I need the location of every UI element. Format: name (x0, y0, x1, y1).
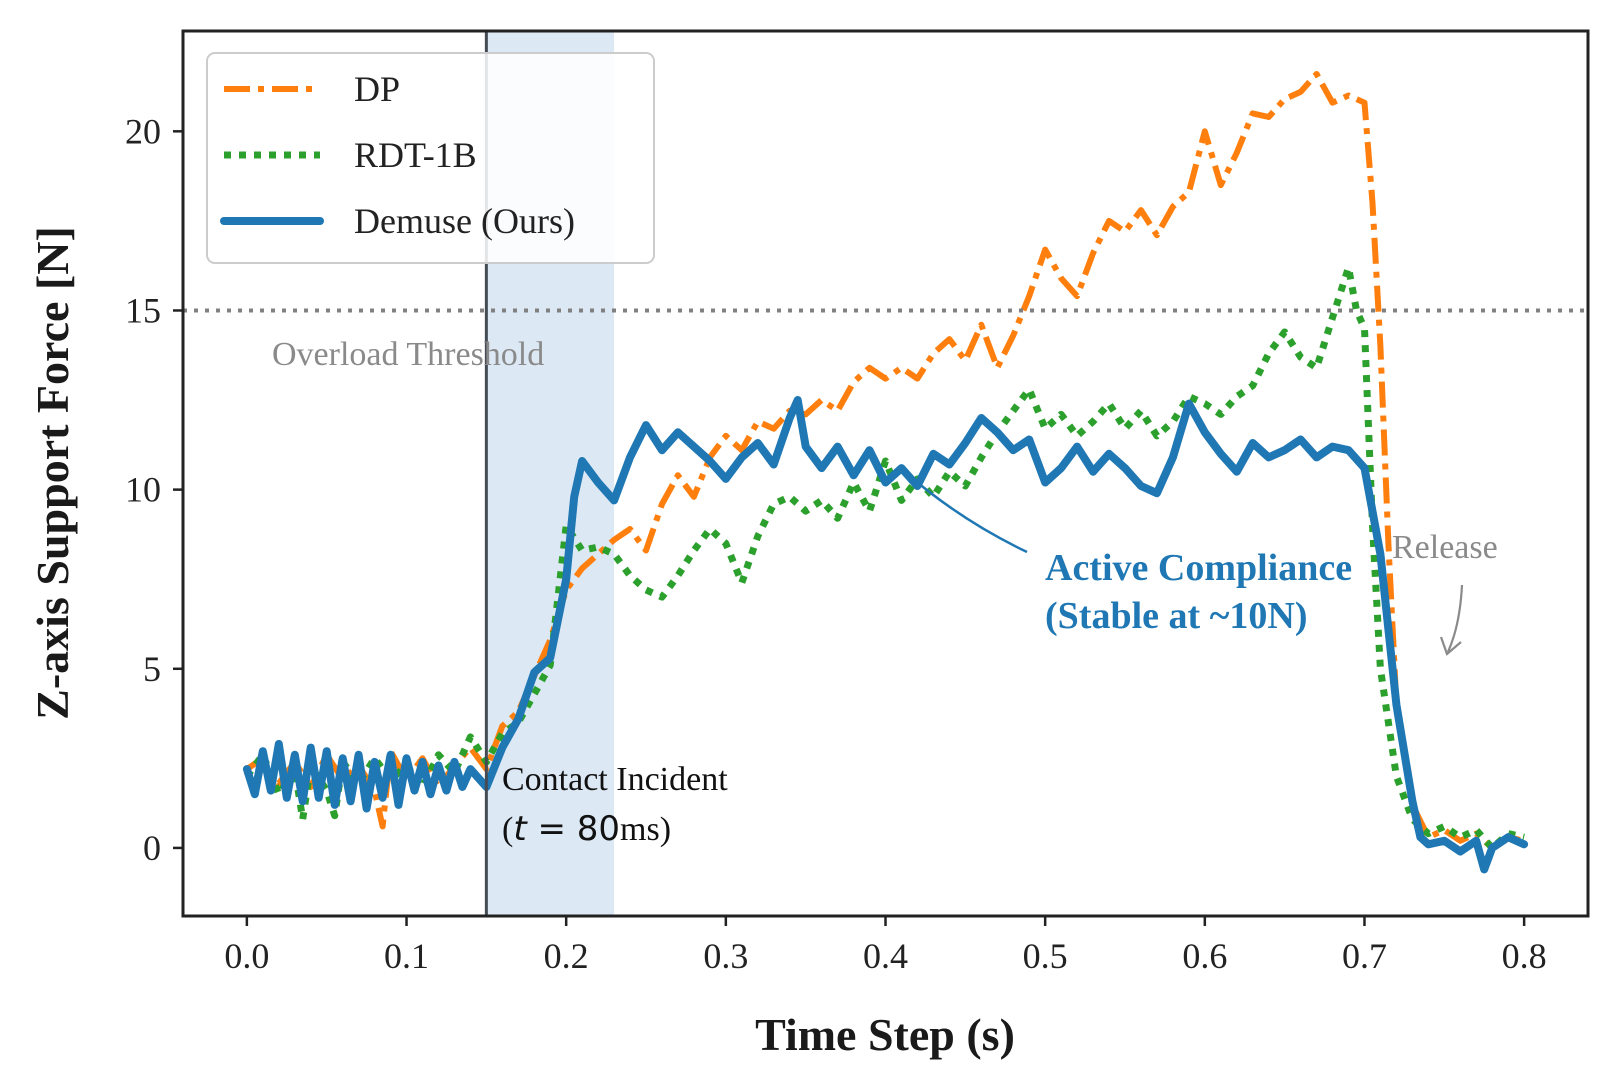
y-tick-label: 20 (125, 111, 161, 151)
x-tick-label: 0.6 (1182, 936, 1227, 976)
compliance-arrow (904, 471, 1028, 554)
legend: DP RDT-1B Demuse (Ours) (206, 52, 655, 264)
x-tick-label: 0.5 (1023, 936, 1068, 976)
series-layer (242, 71, 1529, 874)
x-tick-label: 0.4 (863, 936, 908, 976)
x-tick-label: 0.2 (544, 936, 589, 976)
y-tick-label: 5 (143, 649, 161, 689)
compliance-label-line1: Active Compliance (1045, 547, 1352, 589)
ticks-layer: 0.0 0.1 0.2 0.3 0.4 0.5 0.6 0.7 0.8 0 5 10 15 20 (125, 111, 1547, 976)
legend-label-demuse: Demuse (Ours) (354, 201, 575, 241)
contact-incident-label: Contact Incident (502, 761, 728, 798)
contact-time-label: (t = 80ms) (502, 809, 671, 849)
release-arrowhead (1439, 636, 1462, 656)
series-line-demuse-ours (242, 396, 1529, 874)
legend-label-dp: DP (354, 69, 400, 109)
release-label: Release (1392, 529, 1498, 566)
x-tick-label: 0.8 (1502, 936, 1547, 976)
legend-label-rdt: RDT-1B (354, 135, 477, 175)
x-tick-label: 0.7 (1342, 936, 1387, 976)
compliance-label-line2: (Stable at ~10N) (1045, 595, 1308, 637)
plot-frame (181, 29, 1590, 918)
legend-box (206, 52, 655, 264)
contact-time-value: = 80 (527, 809, 620, 849)
contact-time-unit: ms) (620, 811, 671, 848)
y-tick-label: 15 (125, 290, 161, 330)
contact-time-symbol: t (513, 809, 528, 849)
contact-open-paren: ( (502, 811, 513, 848)
series-line-rdt-1b (244, 264, 1525, 852)
release-arrow (1446, 584, 1464, 653)
x-tick-label: 0.3 (703, 936, 748, 976)
x-tick-label: 0.1 (384, 936, 429, 976)
threshold-label: Overload Threshold (272, 336, 544, 373)
x-tick-label: 0.0 (224, 936, 269, 976)
y-axis-label: Z-axis Support Force [N] (27, 226, 78, 720)
x-axis-label: Time Step (s) (755, 1009, 1015, 1060)
y-tick-label: 0 (143, 828, 161, 868)
y-tick-label: 10 (125, 470, 161, 510)
